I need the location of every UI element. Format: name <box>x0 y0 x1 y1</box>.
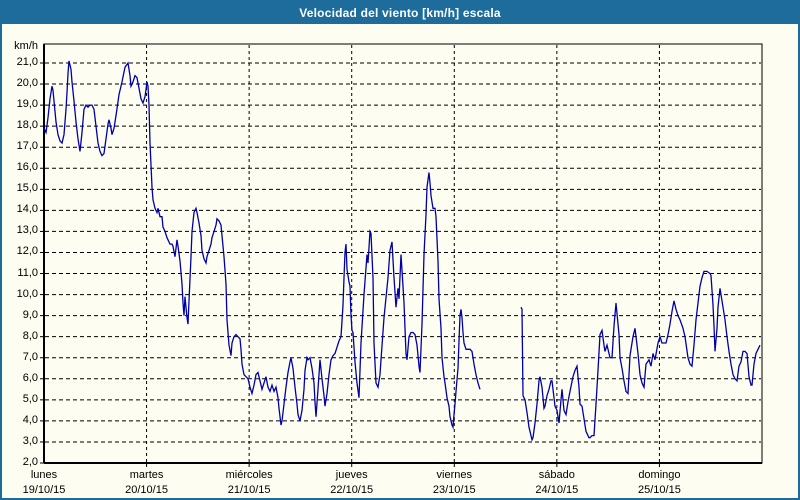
window-title: Velocidad del viento [km/h] escala <box>299 6 501 20</box>
x-axis-date-label: 20/10/15 <box>125 484 168 496</box>
y-axis-tick-label: 3,0 <box>22 434 38 447</box>
wind-speed-line-segment <box>43 60 481 430</box>
y-axis-tick-label: 13,0 <box>16 224 38 237</box>
y-axis-unit-label: km/h <box>14 40 38 52</box>
y-axis-tick-label: 14,0 <box>16 203 38 216</box>
x-axis-day-label: domingo <box>638 469 681 481</box>
y-axis-tick-label: 15,0 <box>16 182 38 195</box>
x-axis-day-label: miércoles <box>225 469 273 481</box>
y-axis-tick-label: 5,0 <box>22 392 38 405</box>
x-axis-day-label: lunes <box>30 469 58 481</box>
x-axis-date-label: 21/10/15 <box>227 484 271 496</box>
x-axis-date-label: 25/10/15 <box>638 484 681 496</box>
y-axis-tick-label: 11,0 <box>17 266 38 279</box>
title-bar: Velocidad del viento [km/h] escala <box>2 2 798 24</box>
y-axis-tick-label: 2,0 <box>22 456 38 468</box>
y-axis-tick-label: 18,0 <box>16 119 38 132</box>
wind-speed-chart: 21,0 20,0 19,0 18,0 17,0 16,0 15,0 14,0 13,0 12,0… <box>2 24 798 498</box>
wind-speed-plot <box>40 43 763 467</box>
x-axis-day-label: jueves <box>335 469 368 481</box>
y-axis-tick-label: 6,0 <box>22 371 38 384</box>
x-axis-date-label: 19/10/15 <box>22 484 66 496</box>
y-axis-tick-label: 21,0 <box>16 56 38 68</box>
y-axis-tick-label: 20,0 <box>16 77 38 90</box>
y-axis-tick-label: 16,0 <box>16 161 38 174</box>
wind-speed-line-segment <box>520 270 761 442</box>
x-axis-date-label: 24/10/15 <box>535 484 579 496</box>
x-axis-date-label: 22/10/15 <box>330 484 374 496</box>
y-axis-tick-label: 10,0 <box>16 287 38 300</box>
x-axis-day-label: sábado <box>538 469 575 481</box>
y-axis-tick-label: 7,0 <box>22 350 38 363</box>
plot-frame <box>43 43 763 464</box>
y-axis-tick-label: 12,0 <box>16 245 38 258</box>
y-axis-tick-label: 17,0 <box>16 140 38 153</box>
y-axis-tick-label: 4,0 <box>22 413 38 426</box>
y-axis-tick-label: 19,0 <box>16 98 38 111</box>
y-axis-tick-label: 9,0 <box>22 308 38 321</box>
y-axis-tick-label: 8,0 <box>22 329 38 342</box>
x-axis-day-label: martes <box>129 469 164 481</box>
x-axis-day-label: viernes <box>436 469 473 481</box>
x-axis-date-label: 23/10/15 <box>432 484 476 496</box>
